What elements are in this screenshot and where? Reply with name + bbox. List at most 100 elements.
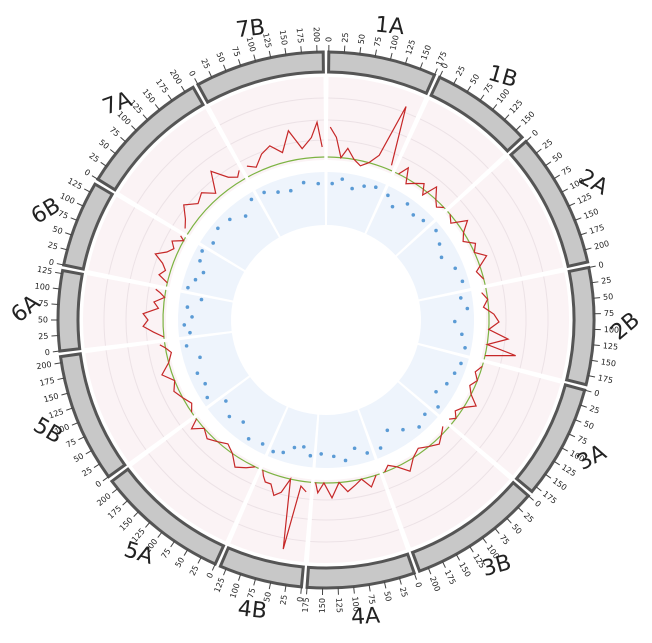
tick-label: 0 [324, 37, 333, 42]
dot [211, 241, 215, 245]
dot [293, 446, 297, 450]
tick-mark [516, 126, 521, 131]
dot [316, 182, 320, 186]
tick-label: 150 [43, 392, 60, 405]
dot [453, 320, 457, 324]
tick-label: 0 [187, 69, 197, 78]
tick-mark [482, 538, 486, 544]
tick-mark [554, 461, 560, 465]
tick-label: 75 [576, 434, 589, 446]
dot [276, 190, 280, 194]
dot [198, 259, 202, 263]
dot [460, 332, 464, 336]
tick-mark [507, 518, 512, 523]
chromosome-label: 5B [29, 413, 67, 449]
tick-label: 25 [588, 404, 601, 416]
tick-mark [467, 86, 471, 92]
tick-mark [554, 175, 560, 179]
tick-label: 75 [65, 437, 78, 450]
dot [190, 315, 194, 319]
chromosome-label: 3A [573, 440, 610, 476]
dot [216, 226, 220, 230]
dot [386, 194, 390, 198]
dot [362, 184, 366, 188]
tick-mark [103, 477, 109, 481]
dot [379, 446, 383, 450]
tick-label: 50 [468, 73, 481, 86]
tick-label: 125 [508, 98, 525, 115]
dot [271, 450, 275, 454]
tick-mark [86, 450, 92, 453]
tick-mark [518, 507, 523, 512]
tick-mark [123, 500, 128, 505]
tick-label: 75 [498, 533, 511, 547]
tick-label: 200 [36, 360, 53, 371]
tick-label: 50 [603, 292, 614, 302]
tick-label: 175 [597, 373, 614, 385]
tick-label: 125 [602, 341, 618, 351]
dot [417, 425, 421, 429]
dot [423, 412, 427, 416]
dot [353, 446, 357, 450]
dot [401, 428, 405, 432]
dot [434, 229, 438, 233]
tick-mark [301, 587, 302, 594]
tick-label: 175 [295, 28, 305, 44]
tick-label: 150 [551, 476, 569, 492]
dot [200, 249, 204, 253]
dot [453, 371, 457, 375]
dot [262, 191, 266, 195]
dot [445, 382, 449, 386]
tick-label: 150 [520, 110, 537, 127]
tick-label: 50 [357, 34, 367, 45]
tick-label: 50 [51, 224, 64, 236]
dot [200, 298, 204, 302]
tick-mark [470, 546, 474, 552]
tick-label: 25 [522, 511, 536, 525]
tick-label: 0 [44, 348, 50, 358]
dot [182, 323, 186, 327]
tick-label: 75 [160, 547, 173, 560]
tick-label: 25 [279, 594, 289, 605]
tick-label: 150 [582, 207, 600, 221]
tick-mark [562, 448, 568, 451]
dot [453, 266, 457, 270]
tick-label: 50 [38, 316, 48, 325]
tick-mark [456, 554, 459, 560]
dot-background [178, 293, 233, 337]
tick-label: 0 [530, 128, 540, 138]
dot [411, 213, 415, 217]
dot [244, 214, 248, 218]
tick-mark [198, 557, 201, 563]
tick-label: 25 [87, 151, 101, 164]
tick-label: 150 [278, 29, 289, 45]
tick-mark [492, 104, 496, 109]
tick-label: 0 [205, 571, 215, 579]
tick-label: 200 [593, 239, 610, 252]
dot [459, 296, 463, 300]
tick-mark [536, 149, 541, 153]
tick-mark [101, 162, 107, 166]
ideogram [58, 271, 82, 352]
tick-label: 150 [318, 598, 327, 613]
tick-label: 175 [541, 489, 559, 506]
dot [438, 242, 442, 246]
tick-label: 175 [154, 77, 170, 95]
tick-mark [120, 137, 125, 142]
tick-mark [528, 496, 533, 501]
tick-mark [195, 78, 198, 84]
dot [309, 454, 313, 458]
tick-label: 200 [95, 491, 113, 508]
tick-label: 0 [440, 62, 450, 70]
tick-label: 150 [118, 516, 135, 533]
dot [228, 415, 232, 419]
dot [302, 445, 306, 449]
dot [386, 429, 390, 433]
dot [466, 307, 470, 311]
tick-label: 150 [457, 561, 472, 579]
tick-label: 150 [600, 357, 616, 368]
dot [188, 331, 192, 335]
tick-mark [145, 522, 150, 527]
tick-mark [171, 541, 175, 547]
